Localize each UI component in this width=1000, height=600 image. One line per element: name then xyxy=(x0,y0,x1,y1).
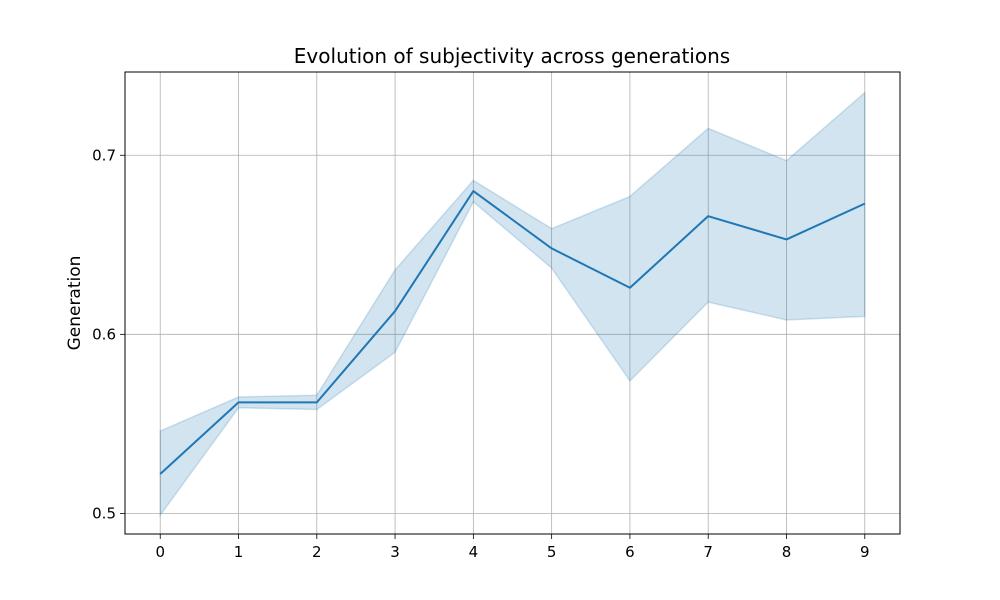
grid-lines xyxy=(125,72,900,534)
y-tick-label: 0.6 xyxy=(92,325,116,343)
y-axis-label: Generation xyxy=(65,256,85,351)
confidence-band xyxy=(159,90,866,518)
x-tick-label: 5 xyxy=(547,543,557,561)
chart-title: Evolution of subjectivity across generat… xyxy=(294,44,730,68)
series-line xyxy=(159,190,866,475)
y-tick-label: 0.5 xyxy=(92,504,116,522)
x-tick-label: 7 xyxy=(703,543,713,561)
confidence-band-layer xyxy=(159,90,866,518)
series-line-layer xyxy=(159,190,866,475)
x-tick-label: 3 xyxy=(390,543,400,561)
x-tick-label: 2 xyxy=(312,543,322,561)
x-tick-label: 1 xyxy=(234,543,244,561)
axis-ticks: 0 1 2 3 4 5 6 7 8 9 0.5 0.6 0.7 xyxy=(92,146,869,561)
x-tick-label: 4 xyxy=(469,543,479,561)
plot-frame xyxy=(124,71,901,535)
x-tick-label: 8 xyxy=(782,543,792,561)
y-tick-label: 0.7 xyxy=(92,146,116,164)
x-tick-label: 0 xyxy=(155,543,165,561)
x-tick-label: 9 xyxy=(860,543,870,561)
x-tick-label: 6 xyxy=(625,543,635,561)
